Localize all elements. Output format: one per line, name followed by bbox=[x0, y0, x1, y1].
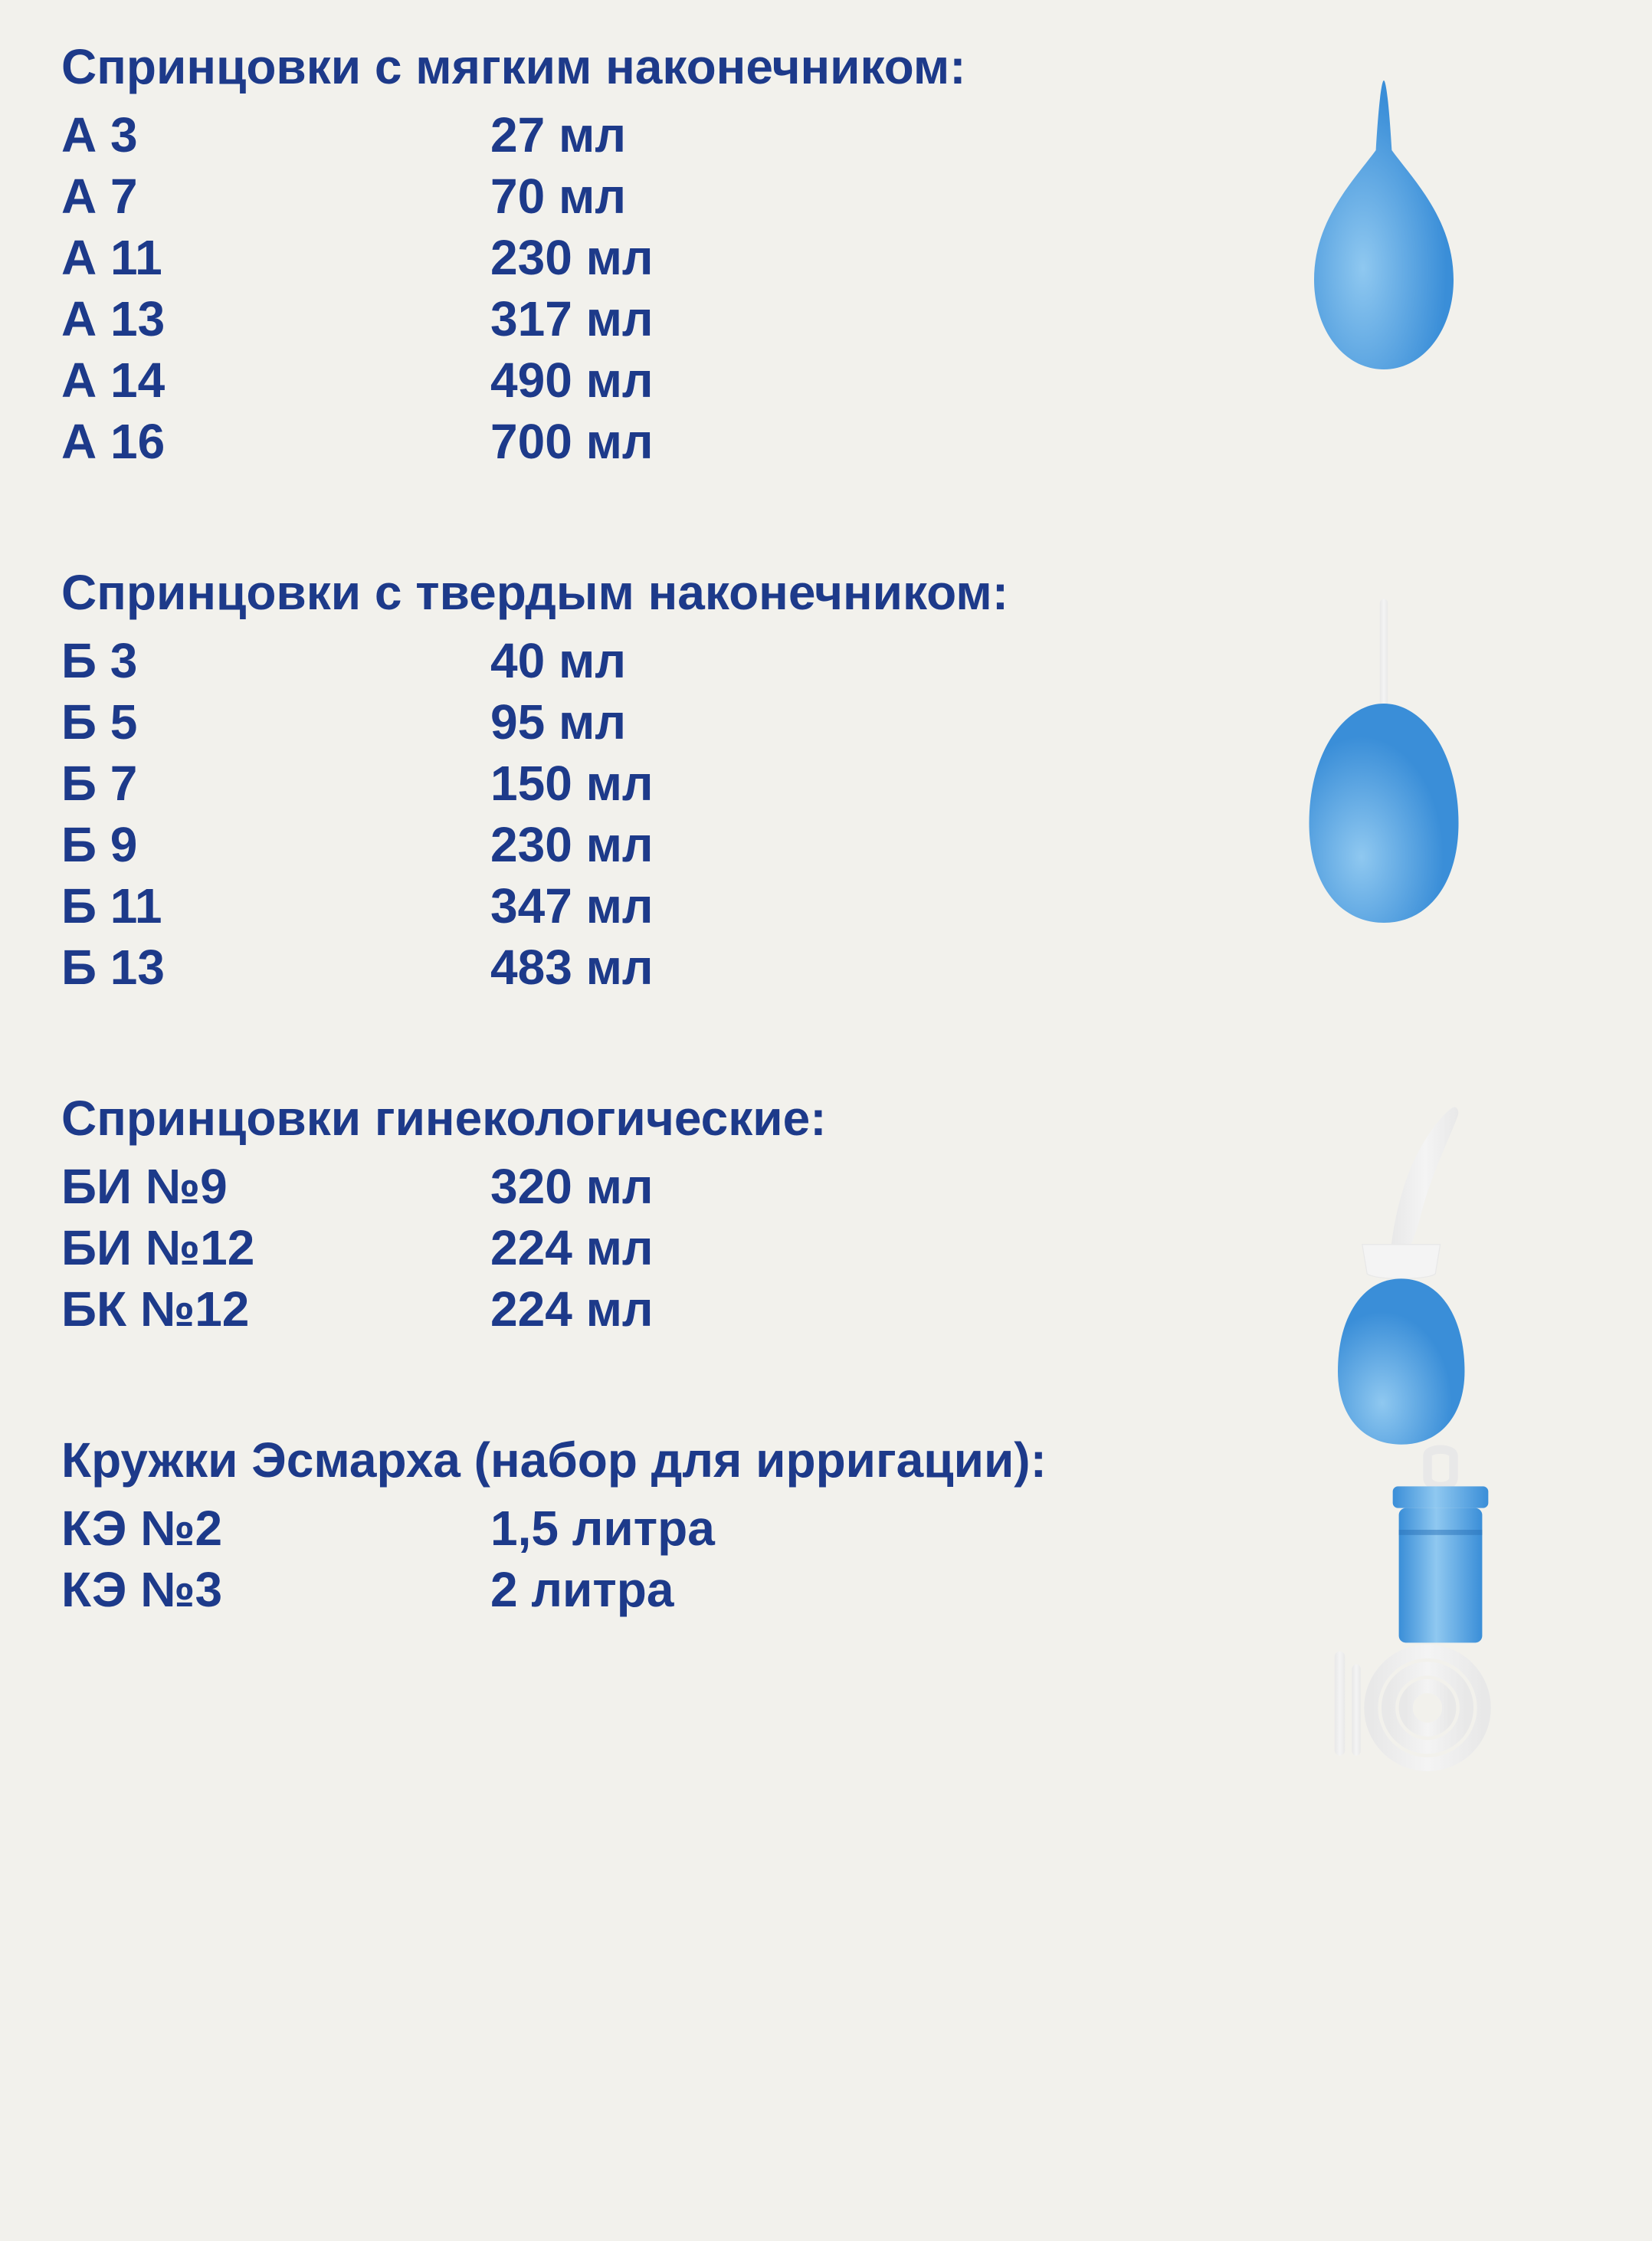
product-code: БИ №12 bbox=[61, 1217, 490, 1278]
product-section: Кружки Эсмарха (набор для ирригации):КЭ … bbox=[61, 1432, 1606, 1620]
product-section: Спринцовки гинекологические:БИ №9320 млБ… bbox=[61, 1090, 1606, 1340]
product-code: А 14 bbox=[61, 349, 490, 411]
product-code: Б 13 bbox=[61, 937, 490, 998]
bulb-hard-icon bbox=[1284, 564, 1560, 947]
product-code: Б 3 bbox=[61, 630, 490, 691]
product-code: Б 11 bbox=[61, 875, 490, 937]
product-code: БИ №9 bbox=[61, 1156, 490, 1217]
product-code: КЭ №2 bbox=[61, 1498, 490, 1559]
product-code: КЭ №3 bbox=[61, 1559, 490, 1620]
product-code: Б 9 bbox=[61, 814, 490, 875]
product-code: А 11 bbox=[61, 227, 490, 288]
product-section: Спринцовки с твердым наконечником:Б 340 … bbox=[61, 564, 1606, 998]
esmarch-icon bbox=[1284, 1432, 1560, 1815]
product-code: А 3 bbox=[61, 104, 490, 166]
product-code: Б 7 bbox=[61, 753, 490, 814]
product-code: БК №12 bbox=[61, 1278, 490, 1340]
bulb-soft-icon bbox=[1284, 38, 1560, 422]
product-code: А 7 bbox=[61, 166, 490, 227]
product-code: А 16 bbox=[61, 411, 490, 472]
bulb-gyn-icon bbox=[1284, 1090, 1560, 1473]
product-code: А 13 bbox=[61, 288, 490, 349]
product-section: Спринцовки с мягким наконечником:А 327 м… bbox=[61, 38, 1606, 472]
product-code: Б 5 bbox=[61, 691, 490, 753]
